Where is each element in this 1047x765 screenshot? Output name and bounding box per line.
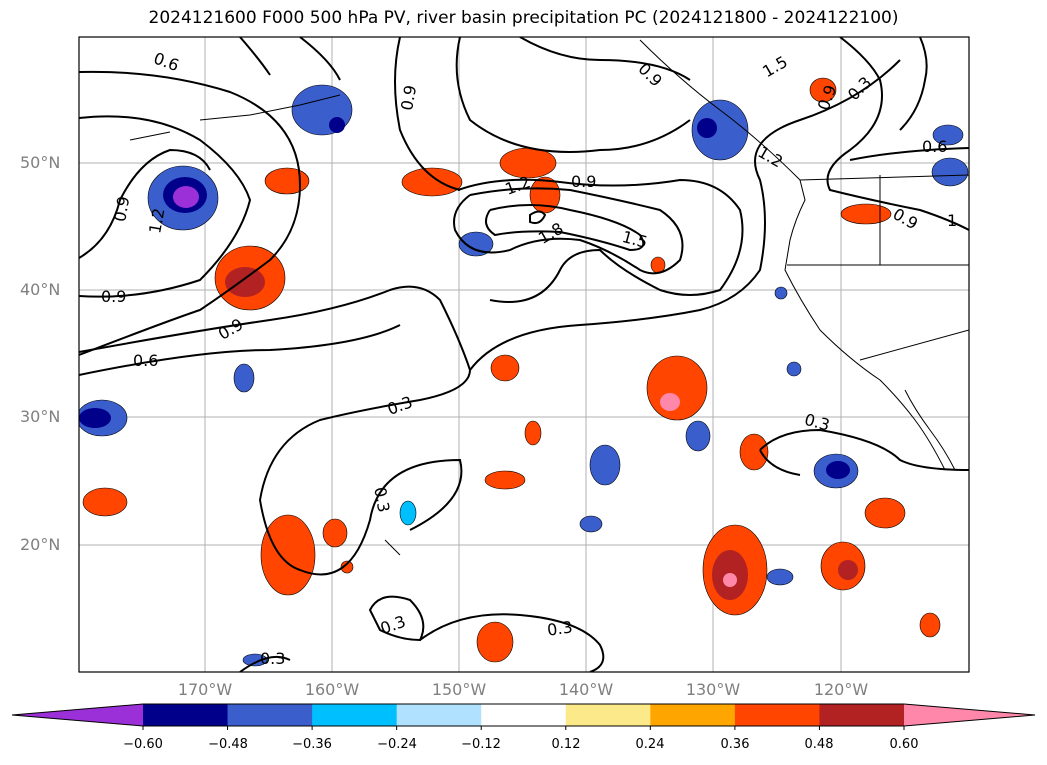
blob-negative-core: [173, 186, 199, 208]
lat-label: 50°N: [20, 153, 61, 172]
blob-positive-core: [723, 573, 737, 587]
blob-positive: [529, 176, 561, 214]
precip-positive-blobs: [82, 77, 941, 663]
blob-negative: [691, 99, 749, 161]
colorbar-tick-label: 0.36: [720, 737, 750, 752]
blob-negative-core: [329, 117, 345, 133]
contour-label: 0.9: [215, 315, 247, 344]
colorbar-tick-label: −0.36: [292, 737, 332, 752]
contour-label: 0.6: [133, 351, 158, 370]
colorbar-segment: [650, 704, 736, 726]
colorbar-segment: [819, 704, 905, 726]
colorbar-tick-label: −0.24: [377, 737, 417, 752]
colorbar-segment: [312, 704, 398, 726]
lon-label: 140°W: [558, 680, 614, 699]
colorbar-tick-label: 0.48: [804, 737, 834, 752]
blob-positive-core: [660, 393, 680, 411]
lon-label: 150°W: [431, 680, 487, 699]
blob-negative: [766, 568, 794, 586]
map-title: 2024121600 F000 500 hPa PV, river basin …: [148, 8, 899, 28]
contour-label: 0.9: [634, 59, 665, 90]
blob-positive: [340, 560, 354, 574]
blob-negative: [242, 653, 268, 667]
blob-positive: [484, 470, 526, 490]
blob-negative: [774, 286, 788, 300]
colorbar: [11, 703, 1036, 730]
blob-positive: [476, 621, 514, 663]
contour-label: 1.2: [145, 207, 168, 235]
blob-positive: [322, 518, 348, 548]
precip-negative-blobs: [79, 84, 969, 667]
blob-positive: [490, 354, 520, 382]
blob-negative: [931, 157, 969, 187]
contour-label: 0.6: [922, 137, 947, 156]
blob-negative: [589, 444, 621, 486]
contour-label: 0.3: [260, 649, 285, 668]
colorbar-tick-label: 0.60: [889, 737, 919, 752]
colorbar-tick-label: −0.60: [123, 737, 163, 752]
blob-positive: [264, 167, 310, 195]
blob-positive: [840, 203, 892, 225]
colorbar-tick-label: −0.48: [208, 737, 248, 752]
colorbar-segment: [481, 704, 567, 726]
lat-label: 30°N: [20, 407, 61, 426]
lat-label: 40°N: [20, 280, 61, 299]
contour-label: 1.5: [759, 52, 791, 81]
blob-negative: [932, 124, 964, 146]
contour-label: 0.9: [571, 172, 596, 191]
contour-label: 0.6: [151, 49, 181, 76]
pv-contours: [79, 37, 969, 672]
blob-positive: [646, 355, 708, 421]
blob-negative: [399, 500, 417, 526]
blob-negative-core: [79, 408, 111, 428]
blob-negative: [685, 420, 711, 452]
contour-label: 0.3: [378, 612, 408, 639]
blob-positive: [401, 167, 463, 197]
contour-label: 0.3: [370, 486, 393, 514]
colorbar-segment: [143, 704, 229, 726]
blob-positive: [864, 497, 906, 529]
contour-label: 1.8: [535, 219, 567, 248]
colorbar-segment: [227, 704, 313, 726]
lat-label: 20°N: [20, 535, 61, 554]
blob-negative: [233, 363, 255, 393]
blob-positive-core: [838, 560, 858, 580]
colorbar-extend-min: [12, 704, 143, 726]
lon-label: 160°W: [304, 680, 360, 699]
lon-label: 120°W: [813, 680, 869, 699]
map-frame: [78, 36, 970, 673]
contour-label: 1: [947, 211, 957, 230]
colorbar-segment: [565, 704, 651, 726]
blob-positive: [524, 420, 542, 446]
blob-negative-core: [826, 461, 850, 479]
colorbar-extend-max: [904, 704, 1035, 726]
blob-negative-core: [697, 118, 717, 138]
colorbar-tick-label: 0.24: [635, 737, 665, 752]
blob-positive: [82, 487, 128, 517]
lon-label: 130°W: [685, 680, 741, 699]
contour-label: 0.9: [397, 84, 420, 112]
blob-positive: [260, 514, 316, 596]
lon-label: 170°W: [177, 680, 233, 699]
contour-label: 0.3: [546, 617, 574, 639]
blob-positive-core: [225, 267, 265, 297]
blob-positive: [809, 77, 837, 103]
colorbar-tick-label: −0.12: [461, 737, 501, 752]
colorbar-segment: [396, 704, 482, 726]
contour-label: 0.9: [110, 195, 133, 223]
contour-label: 0.9: [101, 287, 126, 306]
blob-positive: [739, 433, 769, 471]
blob-negative: [579, 515, 603, 533]
blob-negative: [458, 231, 494, 257]
contour-label: 0.3: [385, 392, 415, 419]
colorbar-segment: [734, 704, 820, 726]
blob-negative: [786, 361, 802, 377]
blob-positive: [919, 612, 941, 638]
blob-positive: [499, 147, 557, 179]
colorbar-tick-label: 0.12: [551, 737, 581, 752]
